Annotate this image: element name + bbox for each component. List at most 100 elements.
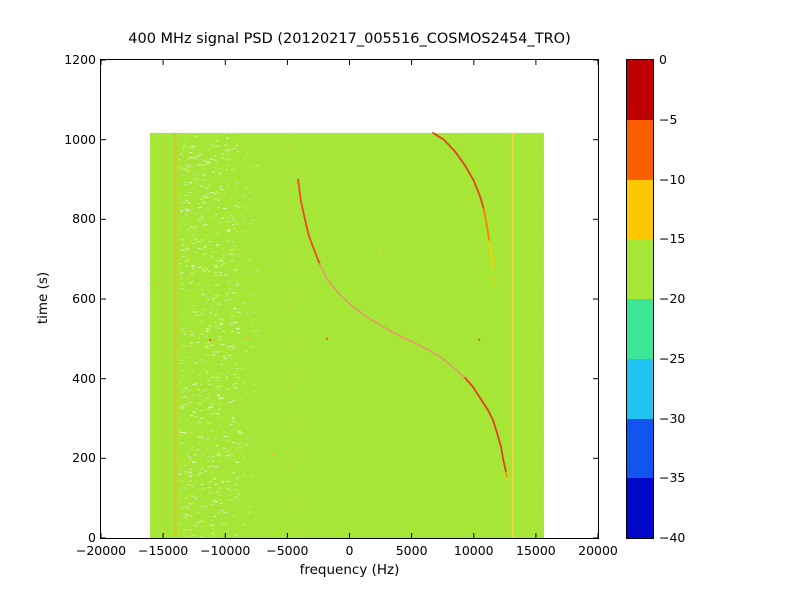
speckle [203,497,207,499]
heatmap-canvas [101,60,598,538]
speckle [211,251,215,253]
speckle [216,145,221,147]
speckle [214,140,218,142]
speckle [236,265,238,267]
speckle [251,402,253,403]
speckle [255,512,259,514]
speckle [200,536,203,538]
speckle [205,373,208,375]
speckle [195,460,197,462]
speckle [233,301,236,303]
speckle [205,328,210,330]
speckle [238,207,240,209]
speckle [236,337,238,339]
speckle [215,213,218,215]
speckle [197,155,201,157]
speckle [209,158,213,160]
speckle [222,355,226,357]
speckle [238,248,243,250]
speckle [196,183,198,185]
speckle [244,311,248,313]
speckle [203,426,207,428]
speckle [204,196,209,198]
speckle [229,453,234,455]
speckle [197,337,200,339]
speckle [200,358,203,360]
speckle [218,260,223,262]
speckle [197,207,199,209]
speckle [232,224,234,226]
speckle [234,386,237,388]
speckle [233,373,237,375]
speckle [243,474,246,476]
speckle [190,146,192,148]
speckle [178,225,180,227]
speckle [208,290,211,292]
speckle [253,233,257,235]
speckle [222,154,224,156]
speckle [207,372,211,374]
speckle [185,199,189,201]
speckle [192,411,196,413]
speckle [213,314,217,316]
speckle [179,262,183,264]
speckle [185,472,188,474]
speckle [236,271,238,273]
speckle [198,522,201,523]
speckle [244,186,249,188]
speckle [229,499,233,501]
speckle [227,291,230,293]
speckle [202,211,205,213]
speckle [234,497,237,499]
speckle [247,480,250,482]
speckle [230,345,233,347]
speckle [223,457,226,459]
speckle [210,413,214,415]
speckle [218,336,222,338]
speckle [195,362,198,364]
y-axis-label: time (s) [35,271,51,325]
speckle [234,321,238,323]
speckle [233,466,236,468]
speckle [204,470,208,472]
speckle [247,512,251,514]
speckle [186,515,191,516]
speckle [230,424,232,425]
speckle [226,230,230,232]
speckle [189,290,191,292]
speckle [236,442,238,444]
speckle [225,531,229,533]
speckle [197,511,200,513]
speckle [226,230,231,232]
speckle [183,330,185,332]
speckle [198,443,201,445]
speckle [235,461,240,463]
speckle [220,342,223,344]
speckle [237,430,241,432]
speckle [191,268,196,270]
speckle [182,391,185,393]
speckle [226,440,231,442]
speckle [189,273,194,274]
speckle [206,354,210,356]
x-tick-label: 20000 [578,543,618,558]
speckle [218,173,222,175]
speckle [202,389,207,391]
speckle [182,146,185,148]
speckle [192,280,194,282]
speckle [186,419,188,421]
doppler-track-main-tip-dot [505,477,509,481]
speckle [223,357,228,359]
speckle [207,393,210,395]
speckle [202,224,205,226]
speckle [249,466,251,468]
speckle [226,180,228,182]
speckle [229,298,233,300]
speckle [182,470,184,471]
speckle [183,487,187,489]
speckle [215,376,219,378]
speckle [202,294,205,295]
speckle [219,499,221,501]
speckle [220,510,224,512]
speckle [222,248,224,250]
